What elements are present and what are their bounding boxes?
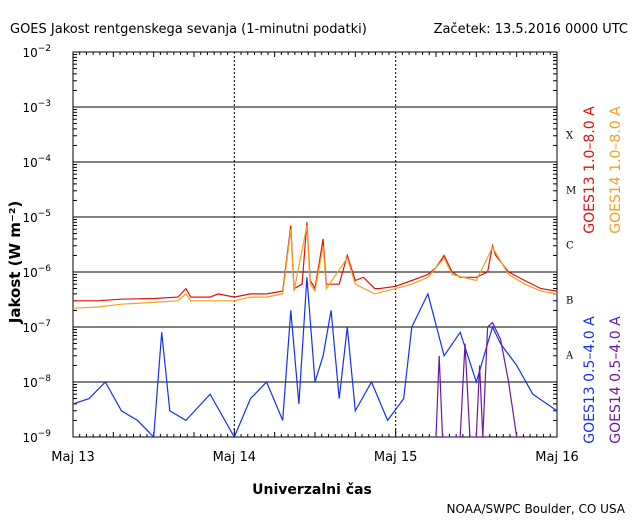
x-tick-label: Maj 14 <box>213 450 256 465</box>
legend: GOES13 1.0–8.0 A GOES14 1.0–8.0 A GOES13 0… <box>582 106 624 444</box>
plot-area: 10−9 10−8 10−7 10−6 10−5 10−4 10−3 10−2 Maj 13 Ma… <box>22 44 578 465</box>
y-tick-label: 10−7 <box>22 319 51 335</box>
y-tick-label: 10−3 <box>22 99 51 115</box>
chart-title: GOES Jakost rentgenskega sevanja (1-minu… <box>10 22 367 37</box>
legend-entry: GOES13 1.0–8.0 A <box>582 106 598 234</box>
x-tick-label: Maj 13 <box>51 450 94 465</box>
flare-class-label: X <box>566 131 574 142</box>
y-tick-label: 10−4 <box>22 154 51 170</box>
legend-entry: GOES13 0.5–4.0 A <box>582 316 598 444</box>
credit-label: NOAA/SWPC Boulder, CO USA <box>447 502 626 516</box>
y-tick-label: 10−9 <box>22 429 51 445</box>
y-tick-label: 10−8 <box>22 374 51 390</box>
legend-entry: GOES14 1.0–8.0 A <box>608 106 624 234</box>
series-line-2 <box>72 225 558 309</box>
x-tick-label: Maj 15 <box>374 450 417 465</box>
flare-class-label: B <box>566 296 573 307</box>
series-line-4 <box>435 321 518 438</box>
y-tick-label: 10−6 <box>22 264 51 280</box>
x-tick-label: Maj 16 <box>535 450 578 465</box>
start-time-label: Začetek: 13.5.2016 0000 UTC <box>434 22 628 37</box>
y-axis-label: Jakost (W m⁻²) <box>6 201 24 325</box>
legend-entry: GOES14 0.5–4.0 A <box>608 316 624 444</box>
series-line-3 <box>72 277 558 439</box>
x-axis-label: Univerzalni čas <box>252 482 372 498</box>
flare-class-label: M <box>566 186 576 197</box>
y-tick-label: 10−5 <box>22 209 51 225</box>
y-tick-label: 10−2 <box>22 44 51 60</box>
flare-class-label: C <box>566 241 574 252</box>
flare-class-label: A <box>565 351 574 362</box>
